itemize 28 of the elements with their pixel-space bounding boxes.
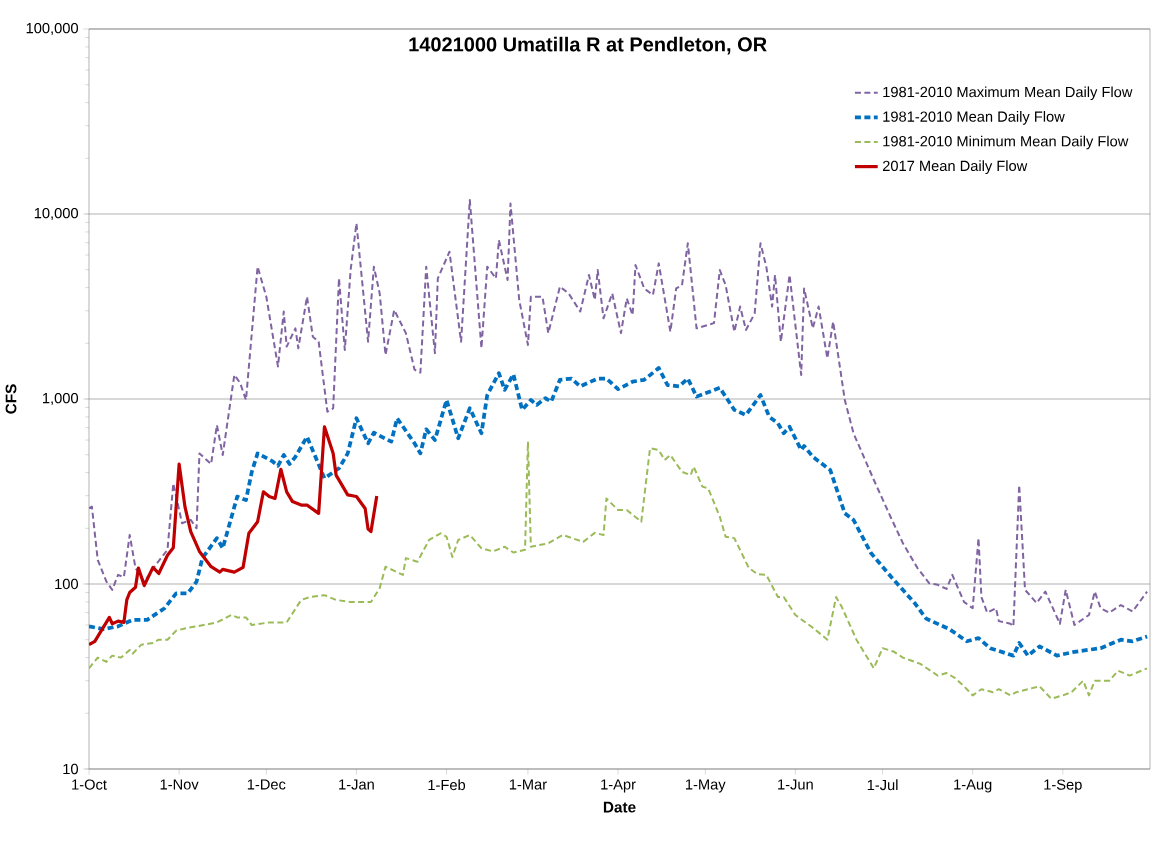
x-tick-label: 1-Dec (247, 779, 286, 790)
line-series (89, 440, 1149, 700)
x-tick-label: 1-Aug (954, 779, 992, 793)
legend-label: 1981-2010 Maximum Mean Daily Flow (883, 86, 1133, 101)
x-tick-label: 1-Feb (428, 779, 466, 791)
line-series (89, 366, 1149, 658)
legend-label: 1981-2010 Mean Daily Flow (883, 111, 1065, 125)
y-tick-label: 10 (63, 763, 79, 775)
line-series (89, 199, 1149, 628)
x-tick-label: 1-Jun (778, 779, 813, 790)
y-tick-label: 100,000 (26, 22, 78, 36)
y-axis-title: CFS (5, 384, 17, 414)
legend-label: 2017 Mean Daily Flow (882, 160, 1028, 174)
x-tick-label: 1-Oct (72, 779, 107, 790)
chart-title: 14021000 Umatilla R at Pendleton, OR (409, 36, 767, 55)
y-tick-label: 1,000 (43, 392, 79, 406)
x-tick-label: 1-Apr (601, 779, 636, 793)
line-series (89, 425, 379, 647)
legend-label: 1981-2010 Minimum Mean Daily Flow (883, 135, 1129, 150)
x-axis-title: Date (603, 801, 636, 813)
x-tick-label: 1-Jul (867, 779, 898, 791)
y-tick-label: 100 (55, 578, 79, 590)
x-tick-label: 1-May (685, 779, 726, 793)
x-tick-label: 1-Sep (1044, 779, 1082, 793)
x-tick-label: 1-Mar (509, 779, 547, 790)
y-tick-label: 10,000 (34, 207, 79, 221)
x-tick-label: 1-Jan (339, 779, 374, 790)
x-tick-label: 1-Nov (160, 779, 199, 790)
